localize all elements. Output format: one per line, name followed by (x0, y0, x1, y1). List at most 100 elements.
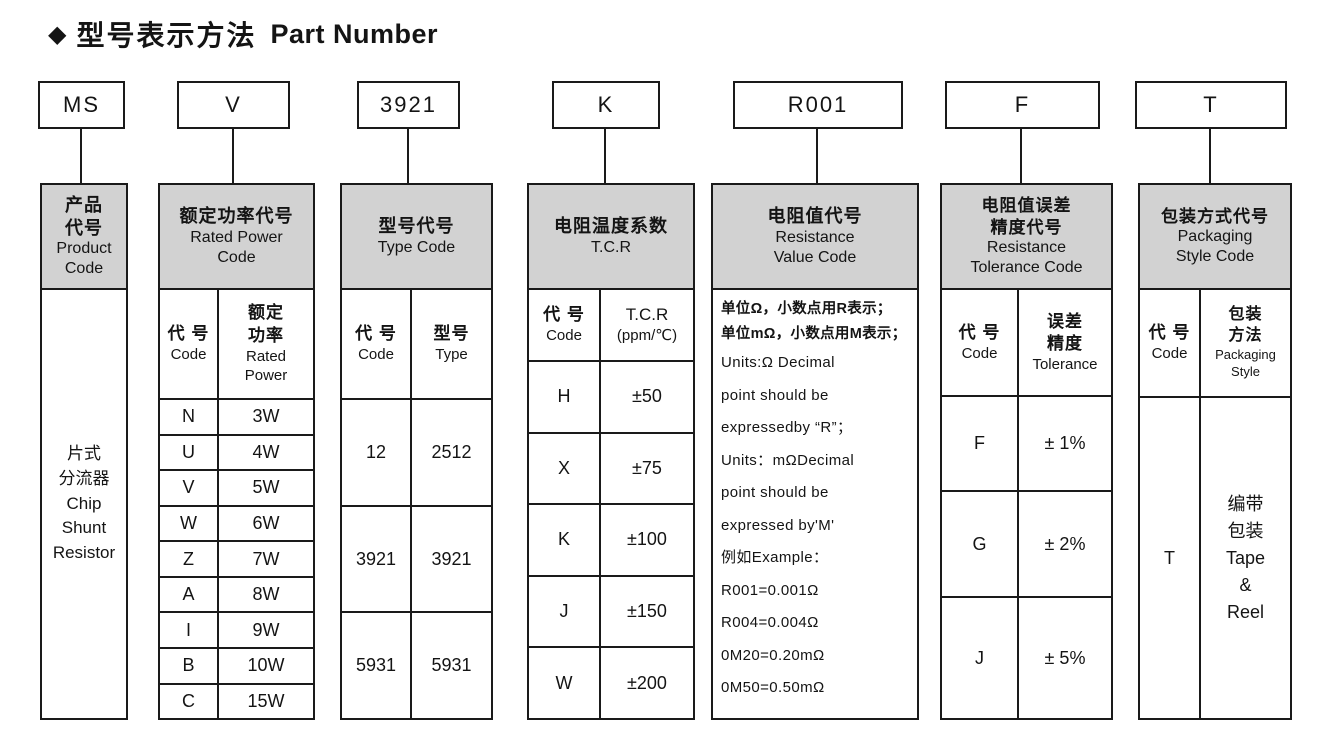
note-line: point should be (721, 386, 829, 404)
code-cell: N (182, 406, 195, 427)
table-row: I 9W (160, 611, 313, 647)
value-cell: 4W (217, 435, 313, 470)
category-label-en: Product Code (56, 240, 112, 277)
note-line: R004=0.004Ω (721, 614, 819, 631)
value-cell: 5931 (410, 613, 491, 719)
category-label-zh: 电阻值代号 (767, 206, 863, 227)
table-row: K ±100 (529, 503, 693, 575)
connector-line (232, 128, 234, 184)
value-cell: 8W (217, 577, 313, 612)
value-cell: 7W (217, 542, 313, 576)
table-row: 3921 3921 (342, 504, 491, 612)
code-cell: J (975, 647, 984, 668)
value-column-header: 型号 Type (410, 290, 491, 398)
value-cell: 10W (217, 648, 313, 683)
code-box-power: V (177, 81, 290, 129)
value-cell: 编带 包装 Tape & Reel (1199, 398, 1290, 718)
value-column-header: 包装 方法 Packaging Style (1199, 290, 1290, 396)
note-line: Units：mΩDecimal (721, 451, 855, 469)
code-cell: U (182, 441, 195, 462)
value-cell: ±75 (599, 433, 693, 504)
value-cell: 5W (217, 471, 313, 505)
diamond-icon: ◆ (48, 20, 67, 48)
value-column-header: 误差 精度 Tolerance (1017, 290, 1111, 395)
code-cell: C (182, 690, 195, 711)
value-column-header: 额定 功率 Rated Power (217, 290, 313, 398)
page-title-en: Part Number (270, 18, 439, 49)
code-box-packaging: T (1135, 81, 1287, 129)
table-row: W 6W (160, 504, 313, 541)
value-cell: 2512 (410, 400, 491, 505)
value-cell: ± 5% (1017, 598, 1111, 718)
category-label-zh: 额定功率代号 (179, 206, 294, 227)
connector-line (604, 128, 606, 184)
table-row: B 10W (160, 646, 313, 683)
code-cell: 5931 (355, 655, 397, 676)
connector-line (80, 128, 82, 184)
category-label-en: T.C.R (591, 238, 631, 256)
category-label-zh: 电阻值误差 精度代号 (981, 196, 1072, 237)
code-cell: H (557, 386, 571, 407)
table-header-row: 代 号 Code 型号 Type (342, 290, 491, 398)
connector-line (1209, 128, 1211, 184)
value-cell: ±100 (599, 505, 693, 575)
note-line: 单位Ω，小数点用R表示； (721, 301, 892, 317)
code-cell: G (972, 533, 987, 554)
table-row: T 编带 包装 Tape & Reel (1140, 396, 1290, 718)
value-cell: ± 1% (1017, 397, 1111, 491)
value-cell: ± 2% (1017, 492, 1111, 597)
connector-line (1020, 128, 1022, 184)
category-header-resistance: 电阻值代号 Resistance Value Code (711, 183, 919, 290)
page-title: ◆ 型号表示方法 Part Number (48, 14, 438, 54)
code-cell: I (185, 619, 191, 640)
category-label-zh: 产品 代号 (65, 195, 103, 238)
code-cell: X (557, 457, 570, 478)
code-cell: T (1164, 547, 1175, 568)
product-description-box: 片式 分流器 Chip Shunt Resistor (40, 290, 128, 720)
note-line: R001=0.001Ω (721, 581, 819, 599)
packaging-table: 代 号 Code 包装 方法 Packaging Style T 编带 包装 T… (1138, 290, 1292, 720)
note-line: 0M50=0.50mΩ (721, 679, 825, 696)
value-cell: ±150 (599, 576, 693, 647)
table-row: H ±50 (529, 360, 693, 432)
table-header-row: 代 号 Code 额定 功率 Rated Power (160, 290, 313, 398)
table-row: F ± 1% (942, 395, 1111, 491)
category-label-en: Resistance Tolerance Code (970, 238, 1083, 276)
resistance-value-notes: 单位Ω，小数点用R表示； 单位mΩ，小数点用M表示； Units:Ω Decim… (711, 290, 919, 720)
tcr-table: 代 号 Code T.C.R (ppm/℃) H ±50 X ±75 K ±100 J… (527, 290, 695, 720)
code-column-header: 代 号 Code (167, 324, 210, 364)
table-row: 5931 5931 (342, 611, 491, 719)
value-cell: 3W (217, 400, 313, 434)
table-row: C 15W (160, 682, 313, 719)
page-title-zh: 型号表示方法 (76, 20, 257, 51)
code-column-header: 代 号 Code (543, 305, 585, 345)
category-label-zh: 型号代号 (378, 216, 455, 237)
table-row: U 4W (160, 433, 313, 470)
code-column-header: 代 号 Code (1148, 323, 1191, 363)
note-line: Units:Ω Decimal (721, 354, 835, 371)
note-line: 单位mΩ，小数点用M表示； (721, 326, 907, 342)
category-header-power: 额定功率代号 Rated Power Code (158, 183, 315, 290)
code-box-resistance: R001 (733, 81, 903, 129)
code-cell: 3921 (355, 548, 397, 569)
connector-line (407, 128, 409, 184)
value-column-header: T.C.R (ppm/℃) (599, 290, 693, 360)
code-column-header: 代 号 Code (355, 324, 397, 364)
code-box-tcr: K (552, 81, 660, 129)
category-label-zh: 包装方式代号 (1161, 206, 1269, 226)
code-cell: J (559, 601, 569, 622)
code-box-type: 3921 (357, 81, 460, 129)
table-row: J ± 5% (942, 596, 1111, 718)
value-cell: 9W (217, 613, 313, 647)
note-line: expressed by'M' (721, 516, 835, 534)
table-row: N 3W (160, 398, 313, 434)
table-header-row: 代 号 Code 包装 方法 Packaging Style (1140, 290, 1290, 396)
table-row: G ± 2% (942, 490, 1111, 597)
value-cell: 6W (217, 506, 313, 541)
note-line: point should be (721, 484, 829, 501)
category-header-type: 型号代号 Type Code (340, 183, 493, 290)
code-cell: F (974, 433, 985, 454)
value-cell: 15W (217, 684, 313, 719)
table-row: A 8W (160, 575, 313, 612)
